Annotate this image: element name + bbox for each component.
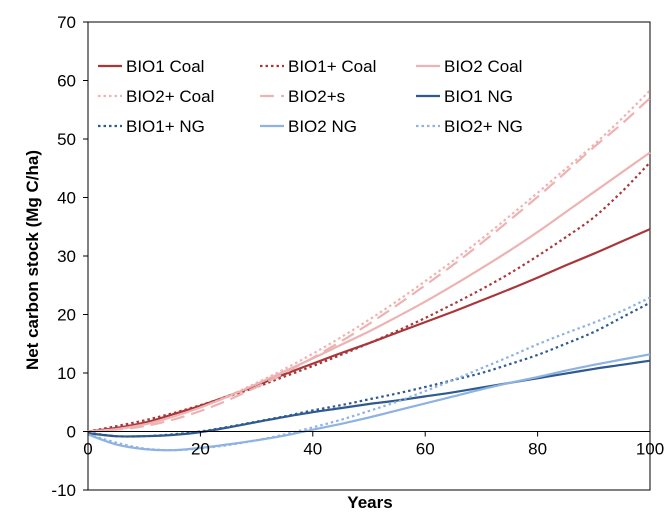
y-axis-title: Net carbon stock (Mg C/ha) (23, 150, 42, 370)
y-tick-label: 50 (57, 130, 76, 149)
x-tick-label: 80 (528, 440, 547, 459)
legend-label: BIO1+ Coal (288, 57, 376, 76)
legend-label: BIO2 Coal (444, 57, 522, 76)
y-tick-label: 30 (57, 247, 76, 266)
y-tick-label: 70 (57, 13, 76, 32)
legend-label: BIO1+ NG (126, 117, 205, 136)
x-tick-label: 100 (636, 440, 664, 459)
y-tick-label: 40 (57, 189, 76, 208)
series-line-bio2-coal (87, 89, 651, 433)
y-tick-label: 10 (57, 364, 76, 383)
series-line-bio2-ng (87, 296, 651, 452)
series-line-bio1-coal (87, 161, 651, 433)
legend-label: BIO2+s (288, 87, 345, 106)
x-tick-label: 0 (83, 440, 92, 459)
x-axis-title: Years (347, 493, 392, 512)
x-tick-label: 60 (416, 440, 435, 459)
y-tick-label: -10 (51, 481, 76, 500)
series-line-bio1-ng (87, 301, 651, 438)
legend-label: BIO2+ Coal (126, 87, 214, 106)
y-tick-label: 20 (57, 306, 76, 325)
series-line-bio1-ng (87, 359, 651, 438)
series-line-bio2-s (87, 97, 651, 433)
x-tick-label: 40 (303, 440, 322, 459)
legend-label: BIO1 NG (444, 87, 513, 106)
legend-label: BIO2+ NG (444, 117, 523, 136)
y-tick-label: 0 (67, 423, 76, 442)
legend-label: BIO1 Coal (126, 57, 204, 76)
legend-label: BIO2 NG (288, 117, 357, 136)
x-tick-label: 20 (191, 440, 210, 459)
y-tick-label: 60 (57, 72, 76, 91)
